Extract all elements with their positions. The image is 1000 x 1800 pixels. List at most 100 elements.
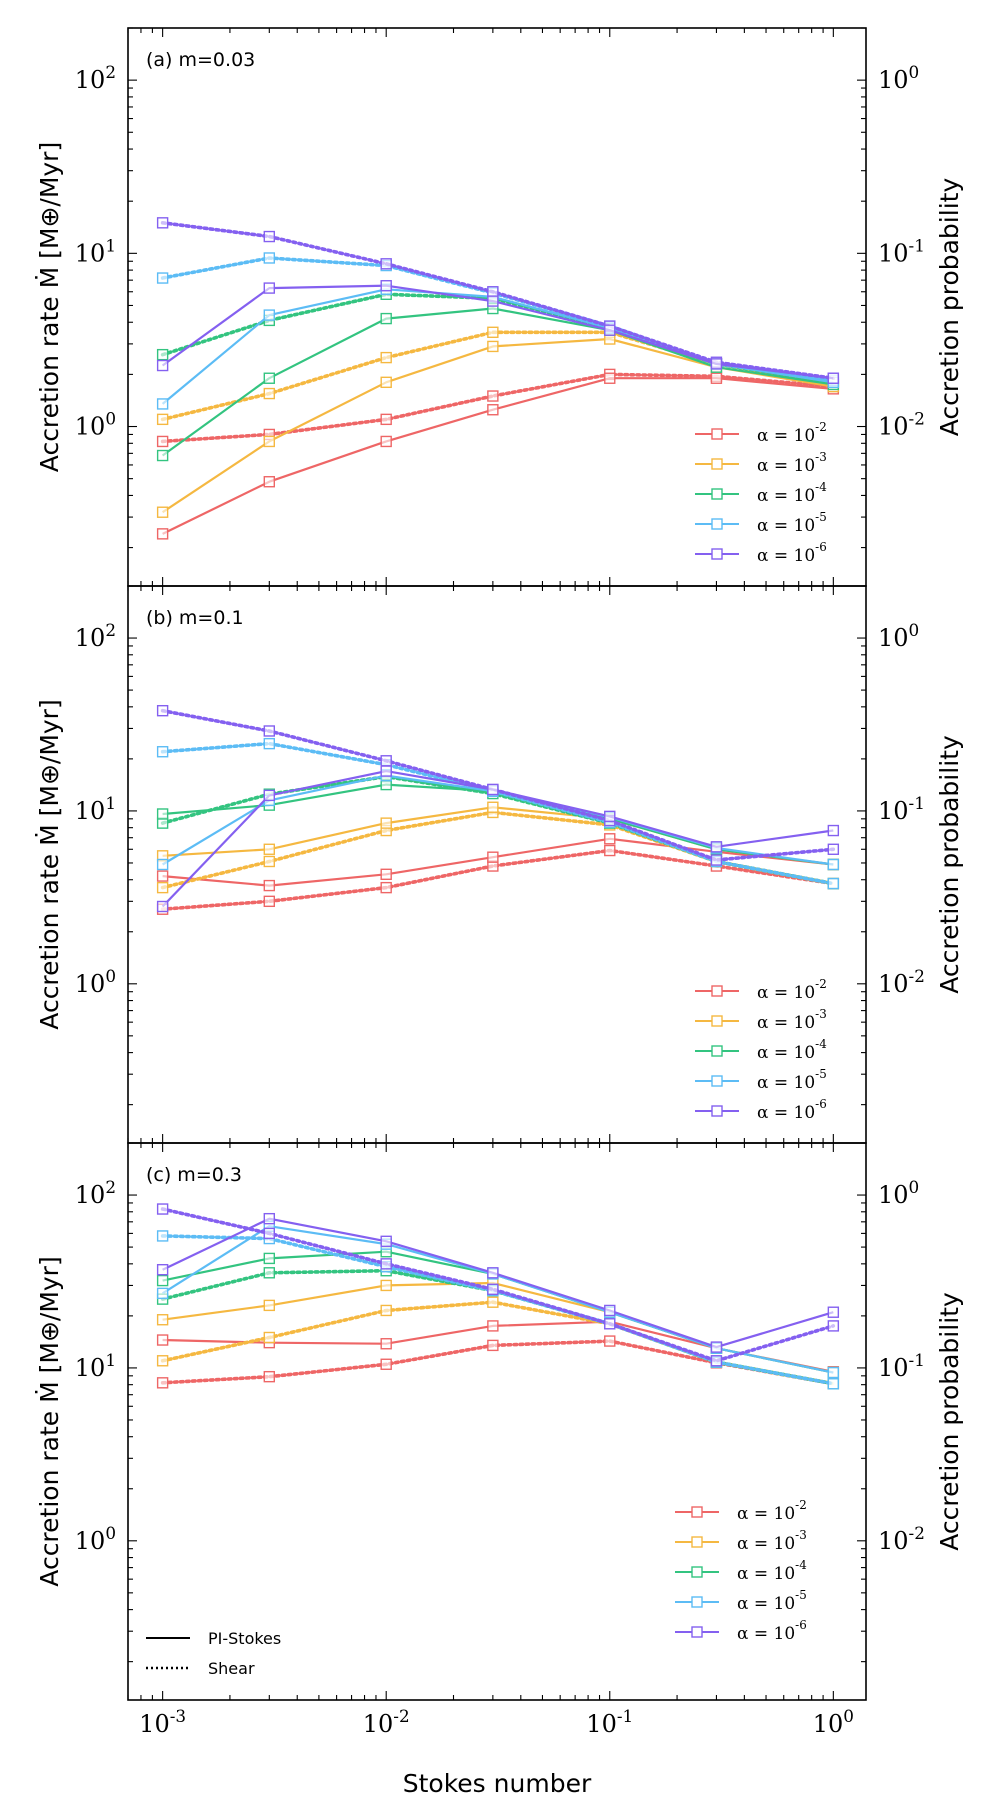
legend-entry: α = 10-6	[737, 1618, 807, 1644]
legend-entry: α = 10-3	[757, 1007, 827, 1033]
data-point	[827, 824, 840, 837]
data-point	[156, 528, 169, 540]
data-point	[380, 755, 392, 767]
legend-entry: α = 10-2	[757, 420, 827, 446]
data-point	[604, 1318, 616, 1330]
y-tick-label-right: 10-2	[878, 409, 925, 441]
data-point	[487, 340, 499, 353]
data-point	[487, 295, 499, 307]
data-point	[380, 817, 392, 829]
data-point	[156, 1334, 169, 1346]
x-tick-label: 10-1	[586, 1706, 633, 1738]
x-tick-label: 10-2	[363, 1706, 410, 1738]
data-point	[710, 358, 723, 370]
data-point	[156, 348, 169, 361]
legend-marker	[691, 1566, 703, 1578]
data-point	[156, 900, 169, 913]
data-point	[156, 881, 169, 894]
data-point	[487, 286, 499, 298]
y-axis-label-right: Accretion probability	[935, 735, 964, 994]
y-tick-label-right: 10-2	[878, 1523, 925, 1555]
y-axis-label-left: Accretion rate Ṁ [M⊕/Myr]	[35, 142, 64, 472]
data-point	[263, 309, 275, 321]
data-point	[263, 843, 275, 855]
data-point	[156, 398, 169, 410]
data-point	[487, 1320, 499, 1332]
data-point	[263, 387, 275, 400]
data-point	[710, 1341, 723, 1353]
legend-entry: α = 10-5	[757, 510, 827, 536]
legend-marker	[711, 548, 723, 560]
legend-marker	[691, 1596, 703, 1608]
legend-marker	[711, 1075, 723, 1087]
legend-entry: α = 10-5	[737, 1588, 807, 1614]
panel-title: (a) m=0.03	[146, 49, 255, 71]
data-point	[263, 1227, 275, 1240]
y-tick-label-left: 100	[75, 1523, 116, 1555]
legend-marker	[711, 1045, 723, 1057]
y-tick-label-left: 100	[75, 966, 116, 998]
data-point	[156, 1274, 169, 1287]
y-tick-label-left: 101	[75, 235, 116, 267]
legend-marker	[691, 1536, 703, 1548]
y-tick-label-right: 10-1	[878, 235, 925, 267]
data-point	[263, 230, 275, 243]
data-point	[487, 801, 499, 813]
data-point	[710, 854, 723, 866]
data-point	[156, 1203, 169, 1215]
data-point	[827, 843, 840, 855]
data-point	[380, 1235, 392, 1248]
panel-3: 100 101 102 10-2 10-1 100 10-3 10-2 10-1 100 Accre…	[35, 1142, 964, 1738]
axes-frame	[127, 1142, 867, 1701]
data-point	[263, 789, 275, 802]
data-point	[827, 1378, 840, 1390]
legend-entry: α = 10-5	[757, 1067, 827, 1093]
data-point	[380, 1258, 392, 1270]
legend-entry: α = 10-2	[757, 977, 827, 1003]
y-tick-label-left: 102	[75, 62, 116, 94]
data-point	[487, 1283, 499, 1295]
data-point	[263, 1252, 275, 1265]
legend-marker	[711, 428, 723, 440]
data-point	[156, 704, 169, 717]
legend-entry: α = 10-3	[757, 450, 827, 476]
data-point	[380, 258, 392, 270]
data-point	[156, 1355, 169, 1367]
data-point	[156, 506, 169, 518]
data-point	[380, 881, 392, 894]
data-point	[380, 435, 392, 448]
data-point	[263, 1299, 275, 1312]
panel-title: (b) m=0.1	[146, 607, 244, 629]
legend-marker	[711, 985, 723, 997]
data-point	[710, 372, 723, 384]
linestyle-legend-label: Shear	[208, 1659, 255, 1678]
data-point	[827, 1366, 840, 1379]
data-point	[487, 326, 499, 338]
panel-2: 100 101 102 10-2 10-1 100 Accretion rate Ṁ [M⊕…	[35, 585, 964, 1144]
y-axis-label-left: Accretion rate Ṁ [M⊕/Myr]	[35, 1256, 64, 1586]
data-point	[487, 1339, 499, 1352]
data-point	[487, 851, 499, 863]
data-point	[156, 1377, 169, 1389]
data-point	[263, 737, 275, 750]
data-point	[487, 390, 499, 402]
data-point	[263, 855, 275, 868]
data-point	[380, 1358, 392, 1370]
legend-marker	[711, 518, 723, 530]
y-axis-label-right: Accretion probability	[935, 178, 964, 437]
data-point	[263, 725, 275, 737]
legend-entry: α = 10-3	[737, 1528, 807, 1554]
legend-marker	[691, 1626, 703, 1638]
data-point	[487, 404, 499, 416]
data-point	[263, 895, 275, 908]
legend-marker	[711, 458, 723, 470]
data-point	[156, 413, 169, 426]
legend-marker	[711, 1015, 723, 1027]
data-point	[263, 1267, 275, 1279]
data-point	[380, 1338, 392, 1350]
y-axis-label-left: Accretion rate Ṁ [M⊕/Myr]	[35, 699, 64, 1029]
legend-entry: α = 10-4	[757, 1037, 827, 1063]
data-point	[156, 808, 169, 820]
data-point	[380, 1279, 392, 1292]
